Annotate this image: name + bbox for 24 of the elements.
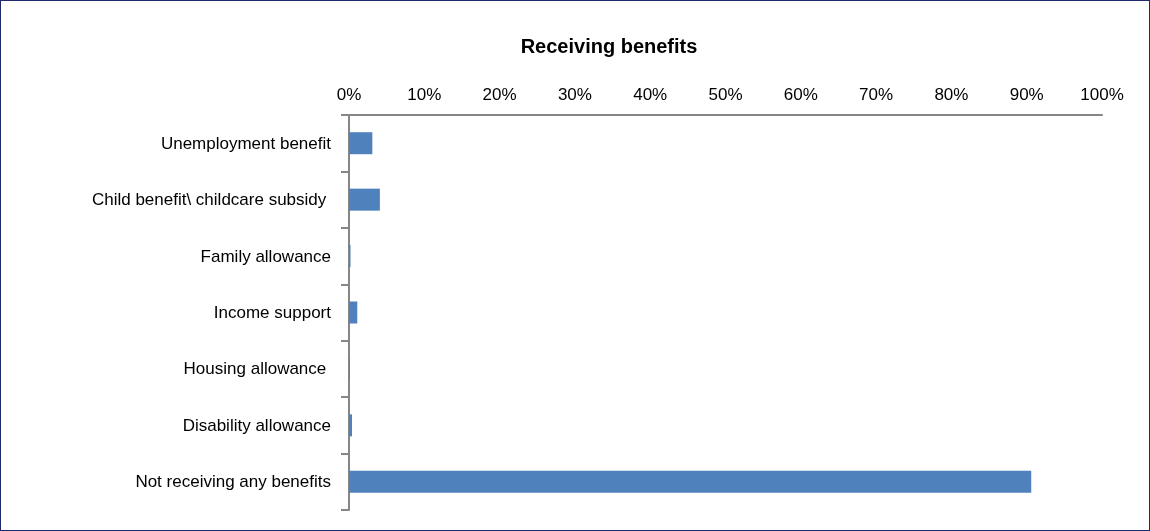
x-tick-label: 70% [859, 85, 894, 104]
x-tick-label: 0% [336, 85, 362, 104]
y-tick-label: Child benefit\ childcare subsidy [91, 190, 331, 210]
y-tick-label: Family allowance [200, 246, 331, 266]
x-tick-label: 60% [783, 85, 818, 104]
y-tick-label: Housing allowance [183, 359, 331, 379]
x-tick-label: 40% [633, 85, 668, 104]
bar [349, 470, 1032, 493]
x-tick-label: 20% [482, 85, 517, 104]
x-tick-label: 80% [934, 85, 969, 104]
x-tick-label: 90% [1009, 85, 1044, 104]
bar [349, 132, 373, 155]
x-tick-label: 10% [407, 85, 442, 104]
bar [349, 414, 353, 437]
x-tick-label: 100% [1080, 85, 1124, 104]
y-tick-label: Income support [213, 303, 332, 322]
bar [349, 188, 380, 211]
x-tick-label: 50% [708, 85, 743, 104]
y-tick-label: Not receiving any benefits [135, 472, 331, 492]
y-tick-label: Unemployment benefit [160, 133, 332, 153]
chart-title: Receiving benefits [520, 35, 698, 57]
bar [349, 301, 358, 324]
x-tick-label: 30% [557, 85, 592, 104]
y-tick-label: Disability allowance [182, 415, 331, 435]
